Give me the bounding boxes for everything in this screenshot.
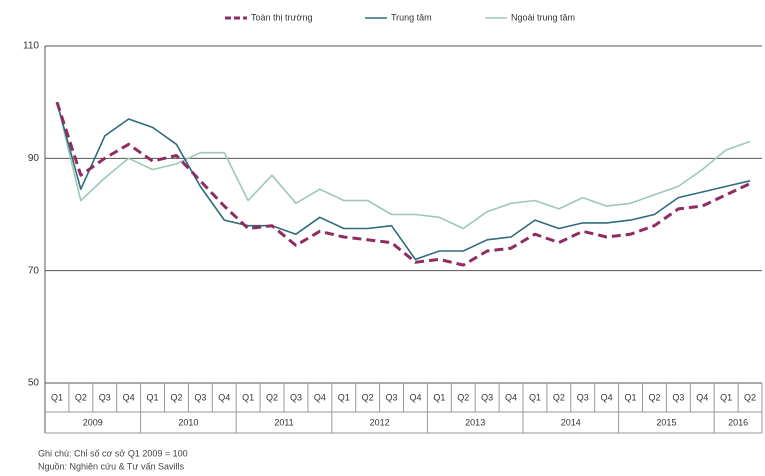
x-tick-label: Q2 [75,392,87,402]
series-line [55,101,751,267]
x-tick-label: Q4 [601,392,613,402]
x-tick-label: Q4 [409,392,421,402]
year-label: 2012 [370,417,390,427]
x-tick-label: Q1 [242,392,254,402]
x-tick-label: Q1 [720,392,732,402]
y-tick-label: 70 [28,265,40,276]
x-tick-label: Q4 [314,392,326,402]
year-label: 2011 [274,417,293,427]
x-tick-label: Q1 [338,392,350,402]
x-tick-label: Q4 [505,392,517,402]
note: Ghi chú: Chỉ số cơ sở Q1 2009 = 100 [38,448,188,458]
year-label: 2013 [465,417,485,427]
x-tick-label: Q2 [266,392,278,402]
x-tick-label: Q3 [194,392,206,402]
x-tick-label: Q4 [218,392,230,402]
x-tick-label: Q3 [672,392,684,402]
x-tick-label: Q2 [553,392,565,402]
x-tick-label: Q4 [696,392,708,402]
x-tick-label: Q1 [625,392,637,402]
year-label: 2016 [728,417,748,427]
x-tick-label: Q3 [386,392,398,402]
x-tick-label: Q2 [170,392,182,402]
note: Nguồn: Nghiên cứu & Tư vấn Savills [38,461,184,471]
x-tick-label: Q2 [648,392,660,402]
x-tick-label: Q1 [51,392,63,402]
x-tick-label: Q1 [147,392,159,402]
x-tick-label: Q3 [481,392,493,402]
x-tick-label: Q3 [290,392,302,402]
x-tick-label: Q2 [457,392,469,402]
x-tick-label: Q1 [529,392,541,402]
year-label: 2009 [83,417,103,427]
legend-label: Toàn thị trường [251,12,312,22]
x-tick-label: Q2 [744,392,756,402]
series-line [56,102,751,230]
legend-label: Ngoài trung tâm [511,12,575,22]
series-line [56,101,751,261]
y-tick-label: 50 [28,378,40,389]
y-tick-label: 90 [28,153,40,164]
year-label: 2010 [178,417,198,427]
y-tick-label: 110 [23,41,39,52]
year-label: 2015 [656,417,676,427]
x-tick-label: Q2 [362,392,374,402]
legend-label: Trung tâm [391,12,432,22]
x-tick-label: Q3 [99,392,111,402]
x-tick-label: Q1 [433,392,445,402]
x-tick-label: Q3 [577,392,589,402]
year-label: 2014 [561,417,581,427]
x-tick-label: Q4 [123,392,135,402]
